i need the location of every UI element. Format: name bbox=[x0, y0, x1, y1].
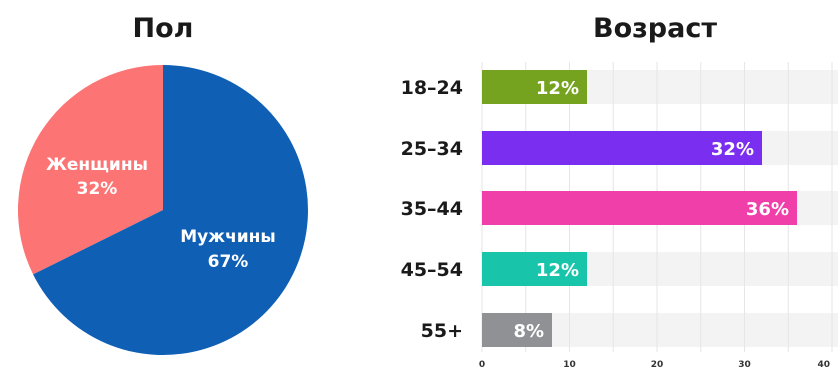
pie-slice-label: Мужчины bbox=[180, 227, 276, 247]
bar-value-label: 32% bbox=[711, 139, 754, 160]
pie-slice-women bbox=[17, 65, 163, 275]
bar-value-label: 12% bbox=[536, 78, 579, 99]
x-tick-label: 40 bbox=[817, 360, 830, 369]
pie-slice-label: Женщины bbox=[46, 155, 148, 175]
x-tick-label: 30 bbox=[738, 360, 751, 369]
gender-pie-chart: Пол Женщины 32% Мужчины 67% bbox=[17, 13, 308, 355]
bar-value-label: 36% bbox=[746, 199, 789, 220]
x-tick-label: 0 bbox=[479, 360, 485, 369]
bar-35-44 bbox=[482, 191, 797, 225]
pie-slice-men bbox=[33, 65, 308, 355]
age-bar-chart: Возраст 18–24 25–34 35–44 45–54 55+ 12% 32% 36… bbox=[401, 13, 838, 369]
category-label: 18–24 bbox=[401, 77, 463, 99]
bar-25-34 bbox=[482, 131, 762, 165]
x-tick-label: 20 bbox=[651, 360, 664, 369]
category-label: 45–54 bbox=[401, 259, 463, 281]
pie-slice-value: 32% bbox=[77, 179, 118, 199]
pie-slice-value: 67% bbox=[208, 252, 249, 272]
bar-45-54 bbox=[482, 252, 587, 286]
bar-value-label: 12% bbox=[536, 260, 579, 281]
bar-value-label: 8% bbox=[513, 321, 544, 342]
bar-55plus bbox=[482, 313, 552, 347]
category-label: 55+ bbox=[421, 320, 463, 342]
category-label: 35–44 bbox=[401, 198, 463, 220]
bar-18-24 bbox=[482, 70, 587, 104]
bar-chart-title: Возраст bbox=[593, 13, 717, 44]
x-tick-label: 10 bbox=[563, 360, 576, 369]
category-label: 25–34 bbox=[401, 138, 463, 160]
pie-chart-title: Пол bbox=[133, 13, 194, 44]
